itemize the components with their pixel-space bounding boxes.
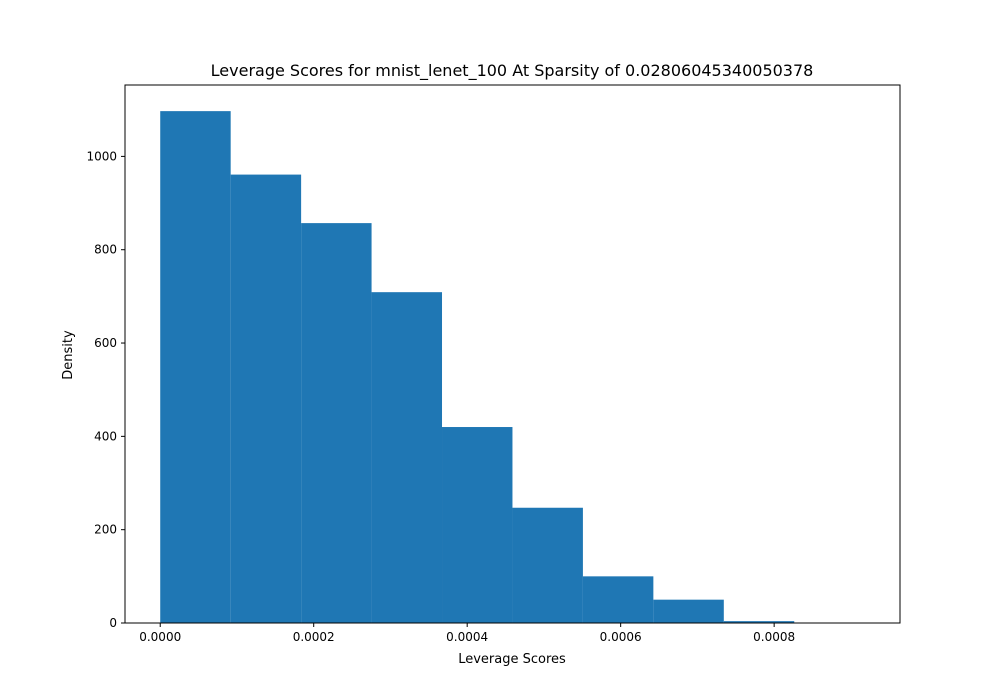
histogram-bar-3 (301, 223, 372, 623)
x-tick-label: 0.0000 (139, 630, 181, 644)
y-axis: 0 200 400 600 800 1000 (86, 149, 125, 630)
y-tick-label: 600 (94, 336, 117, 350)
y-tick-label: 1000 (86, 149, 117, 163)
x-tick-label: 0.0008 (753, 630, 795, 644)
chart-title: Leverage Scores for mnist_lenet_100 At S… (211, 61, 814, 81)
plot-frame (124, 84, 901, 624)
y-tick-label: 200 (94, 523, 117, 537)
histogram-bar-7 (582, 576, 654, 623)
histogram-bar-4 (371, 292, 443, 623)
histogram-bar-5 (442, 427, 513, 623)
y-axis-label: Density (61, 330, 76, 380)
y-tick-label: 400 (94, 429, 117, 443)
histogram-bar-2 (230, 174, 302, 623)
histogram-bar-6 (512, 507, 583, 623)
x-tick-label: 0.0006 (600, 630, 642, 644)
histogram-bar-9 (723, 621, 795, 623)
y-tick-label: 800 (94, 243, 117, 257)
histogram-bar-8 (653, 599, 724, 623)
histogram-bar-1 (160, 111, 231, 623)
bars-group (160, 111, 865, 623)
x-tick-label: 0.0002 (293, 630, 335, 644)
x-axis: 0.0000 0.0002 0.0004 0.0006 0.0008 (139, 623, 795, 644)
x-tick-label: 0.0004 (446, 630, 488, 644)
x-axis-label: Leverage Scores (458, 652, 566, 667)
y-tick-label: 0 (109, 616, 117, 630)
